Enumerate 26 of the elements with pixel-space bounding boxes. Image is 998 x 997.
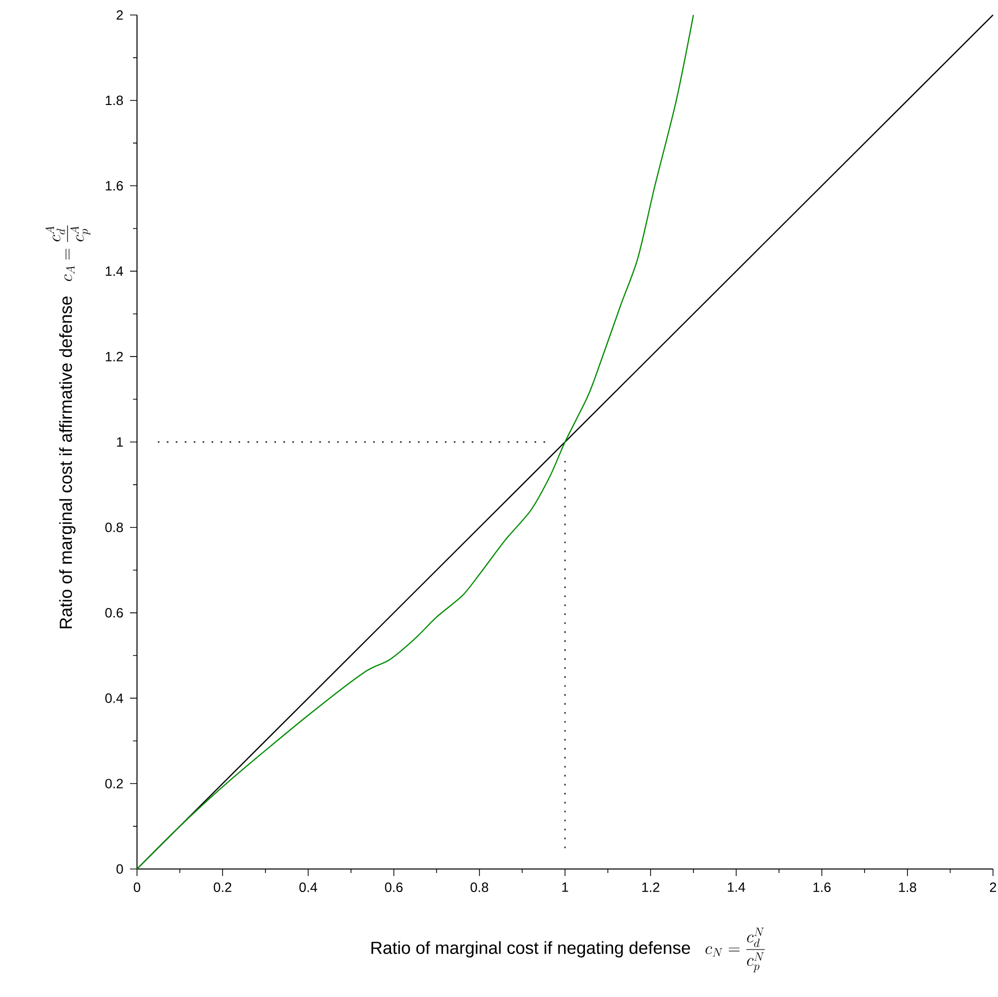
y-tick-label: 0.6 [105,608,123,618]
y-tick-label: 0.2 [105,778,123,788]
x-tick-label: 1.8 [899,882,916,892]
y-tick-label: 2 [116,10,123,20]
y-tick-label: 1.2 [106,352,123,362]
y-tick-label: 1.8 [106,96,123,106]
x-tick-label: 1 [562,882,568,892]
x-tick-label: 1.4 [728,882,746,892]
y-tick-label: 0.8 [105,522,123,532]
y-tick-label: 0 [116,864,123,874]
y-tick-label: 1.4 [106,266,124,276]
x-tick-label: 0 [134,882,140,892]
x-tick-label: 0.2 [214,882,232,892]
x-tick-label: 0.4 [299,882,318,892]
text: $c_N = \frac{c_d^N}{c_p^N}$ [706,928,765,972]
x-tick-label: 1.2 [642,882,660,892]
x-tick-label: 0.6 [384,882,403,892]
y-tick-label: 0.4 [105,693,124,703]
x-tick-label: 0.8 [470,882,488,892]
y-tick-label: 1.6 [106,181,123,191]
x-tick-label: 1.6 [814,882,831,892]
y-tick-label: 1 [117,437,123,447]
x-tick-label: 2 [990,882,996,892]
y-axis-title: Ratio of marginal cost if affirmative defense [59,296,76,628]
x-axis-title: Ratio of marginal cost if negating defense [371,941,690,958]
text: $c_A = \frac{c_d^A}{c_p^A}$ [45,225,90,282]
